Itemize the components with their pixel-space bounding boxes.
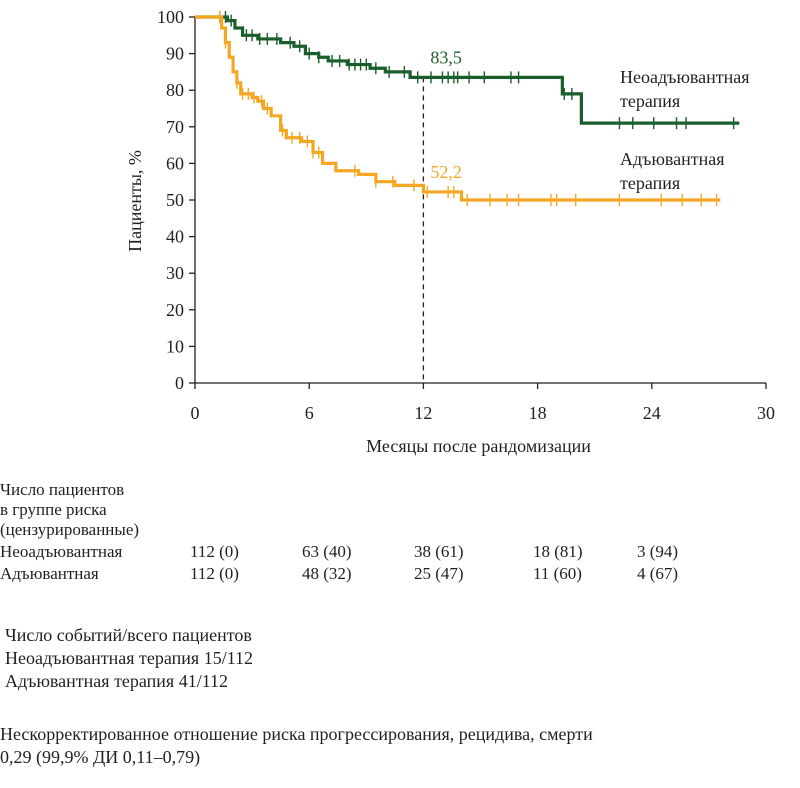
legend-label: терапия (620, 91, 680, 111)
x-tick-label: 0 (191, 403, 200, 423)
y-tick-label: 100 (157, 7, 184, 27)
risk-cell: 4 (67) (637, 564, 679, 583)
risk-row-label: Адъювантная (0, 564, 99, 583)
x-tick-label: 18 (529, 403, 547, 423)
annotation-label: 83,5 (430, 47, 462, 67)
y-tick-label: 10 (166, 336, 184, 356)
risk-cell: 25 (47) (414, 564, 464, 583)
risk-cell: 112 (0) (190, 564, 239, 583)
y-axis-label: Пациенты, % (125, 150, 145, 252)
legend-label: терапия (620, 173, 680, 193)
hazard-ratio-text: Нескорректированное отношение риска прог… (0, 724, 593, 744)
risk-header-line-2: в группе риска (0, 500, 107, 519)
events-line: Адъювантная терапия 41/112 (5, 671, 229, 691)
y-tick-label: 30 (166, 263, 184, 283)
risk-header-line-1: Число пациентов (0, 480, 125, 499)
legend-label: Неоадъювантная (620, 67, 750, 87)
events-line: Неоадъювантная терапия 15/112 (5, 648, 254, 668)
x-tick-label: 6 (305, 403, 314, 423)
km-chart: 0 10 20 30 40 50 60 70 80 90 100 0 6 12 18 24 30 Месяцы … (125, 7, 775, 456)
y-tick-label: 80 (166, 80, 184, 100)
risk-cell: 48 (32) (302, 564, 352, 583)
legend-label: Адъювантная (620, 149, 725, 169)
risk-cell: 63 (40) (302, 542, 352, 561)
y-tick-label: 70 (166, 117, 184, 137)
x-tick-label: 30 (757, 403, 775, 423)
y-tick-label: 50 (166, 190, 184, 210)
risk-cell: 38 (61) (414, 542, 464, 561)
hazard-ratio-value: 0,29 (99,9% ДИ 0,11–0,79) (0, 747, 201, 767)
risk-cell: 18 (81) (533, 542, 583, 561)
chart-labels: Месяцы после рандомизации Пациенты, % 83,5… (125, 47, 750, 456)
annotation-label: 52,2 (430, 162, 462, 182)
axes: 0 10 20 30 40 50 60 70 80 90 100 0 6 12 18 24 30 (157, 7, 775, 423)
risk-row-label: Неоадъювантная (0, 542, 123, 561)
x-axis-label: Месяцы после рандомизации (366, 436, 591, 456)
y-tick-label: 0 (175, 373, 184, 393)
series-group (195, 11, 740, 206)
risk-header-line-3: (цензурированные) (0, 520, 140, 539)
y-tick-label: 40 (166, 227, 184, 247)
risk-cell: 112 (0) (190, 542, 239, 561)
y-tick-label: 60 (166, 153, 184, 173)
y-tick-label: 20 (166, 300, 184, 320)
risk-cell: 3 (94) (637, 542, 679, 561)
x-tick-label: 12 (414, 403, 432, 423)
risk-cell: 11 (60) (533, 564, 582, 583)
y-tick-label: 90 (166, 44, 184, 64)
x-tick-label: 24 (643, 403, 661, 423)
events-title: Число событий/всего пациентов (5, 625, 252, 645)
